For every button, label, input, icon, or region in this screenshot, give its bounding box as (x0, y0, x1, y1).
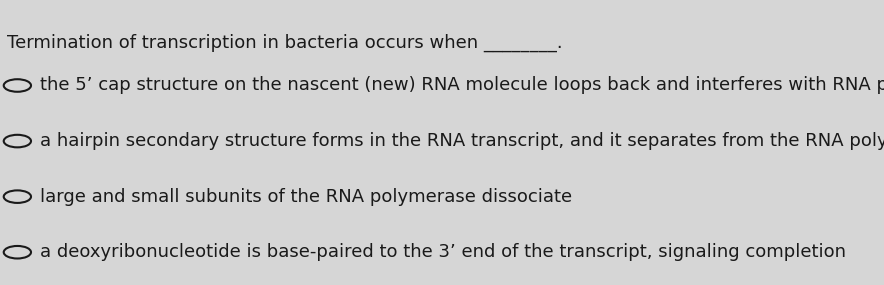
Text: the 5’ cap structure on the nascent (new) RNA molecule loops back and interferes: the 5’ cap structure on the nascent (new… (41, 76, 884, 95)
Text: large and small subunits of the RNA polymerase dissociate: large and small subunits of the RNA poly… (41, 188, 573, 206)
Text: a deoxyribonucleotide is base-paired to the 3’ end of the transcript, signaling : a deoxyribonucleotide is base-paired to … (41, 243, 846, 261)
Text: a hairpin secondary structure forms in the RNA transcript, and it separates from: a hairpin secondary structure forms in t… (41, 132, 884, 150)
Text: Termination of transcription in bacteria occurs when ________.: Termination of transcription in bacteria… (7, 34, 563, 52)
